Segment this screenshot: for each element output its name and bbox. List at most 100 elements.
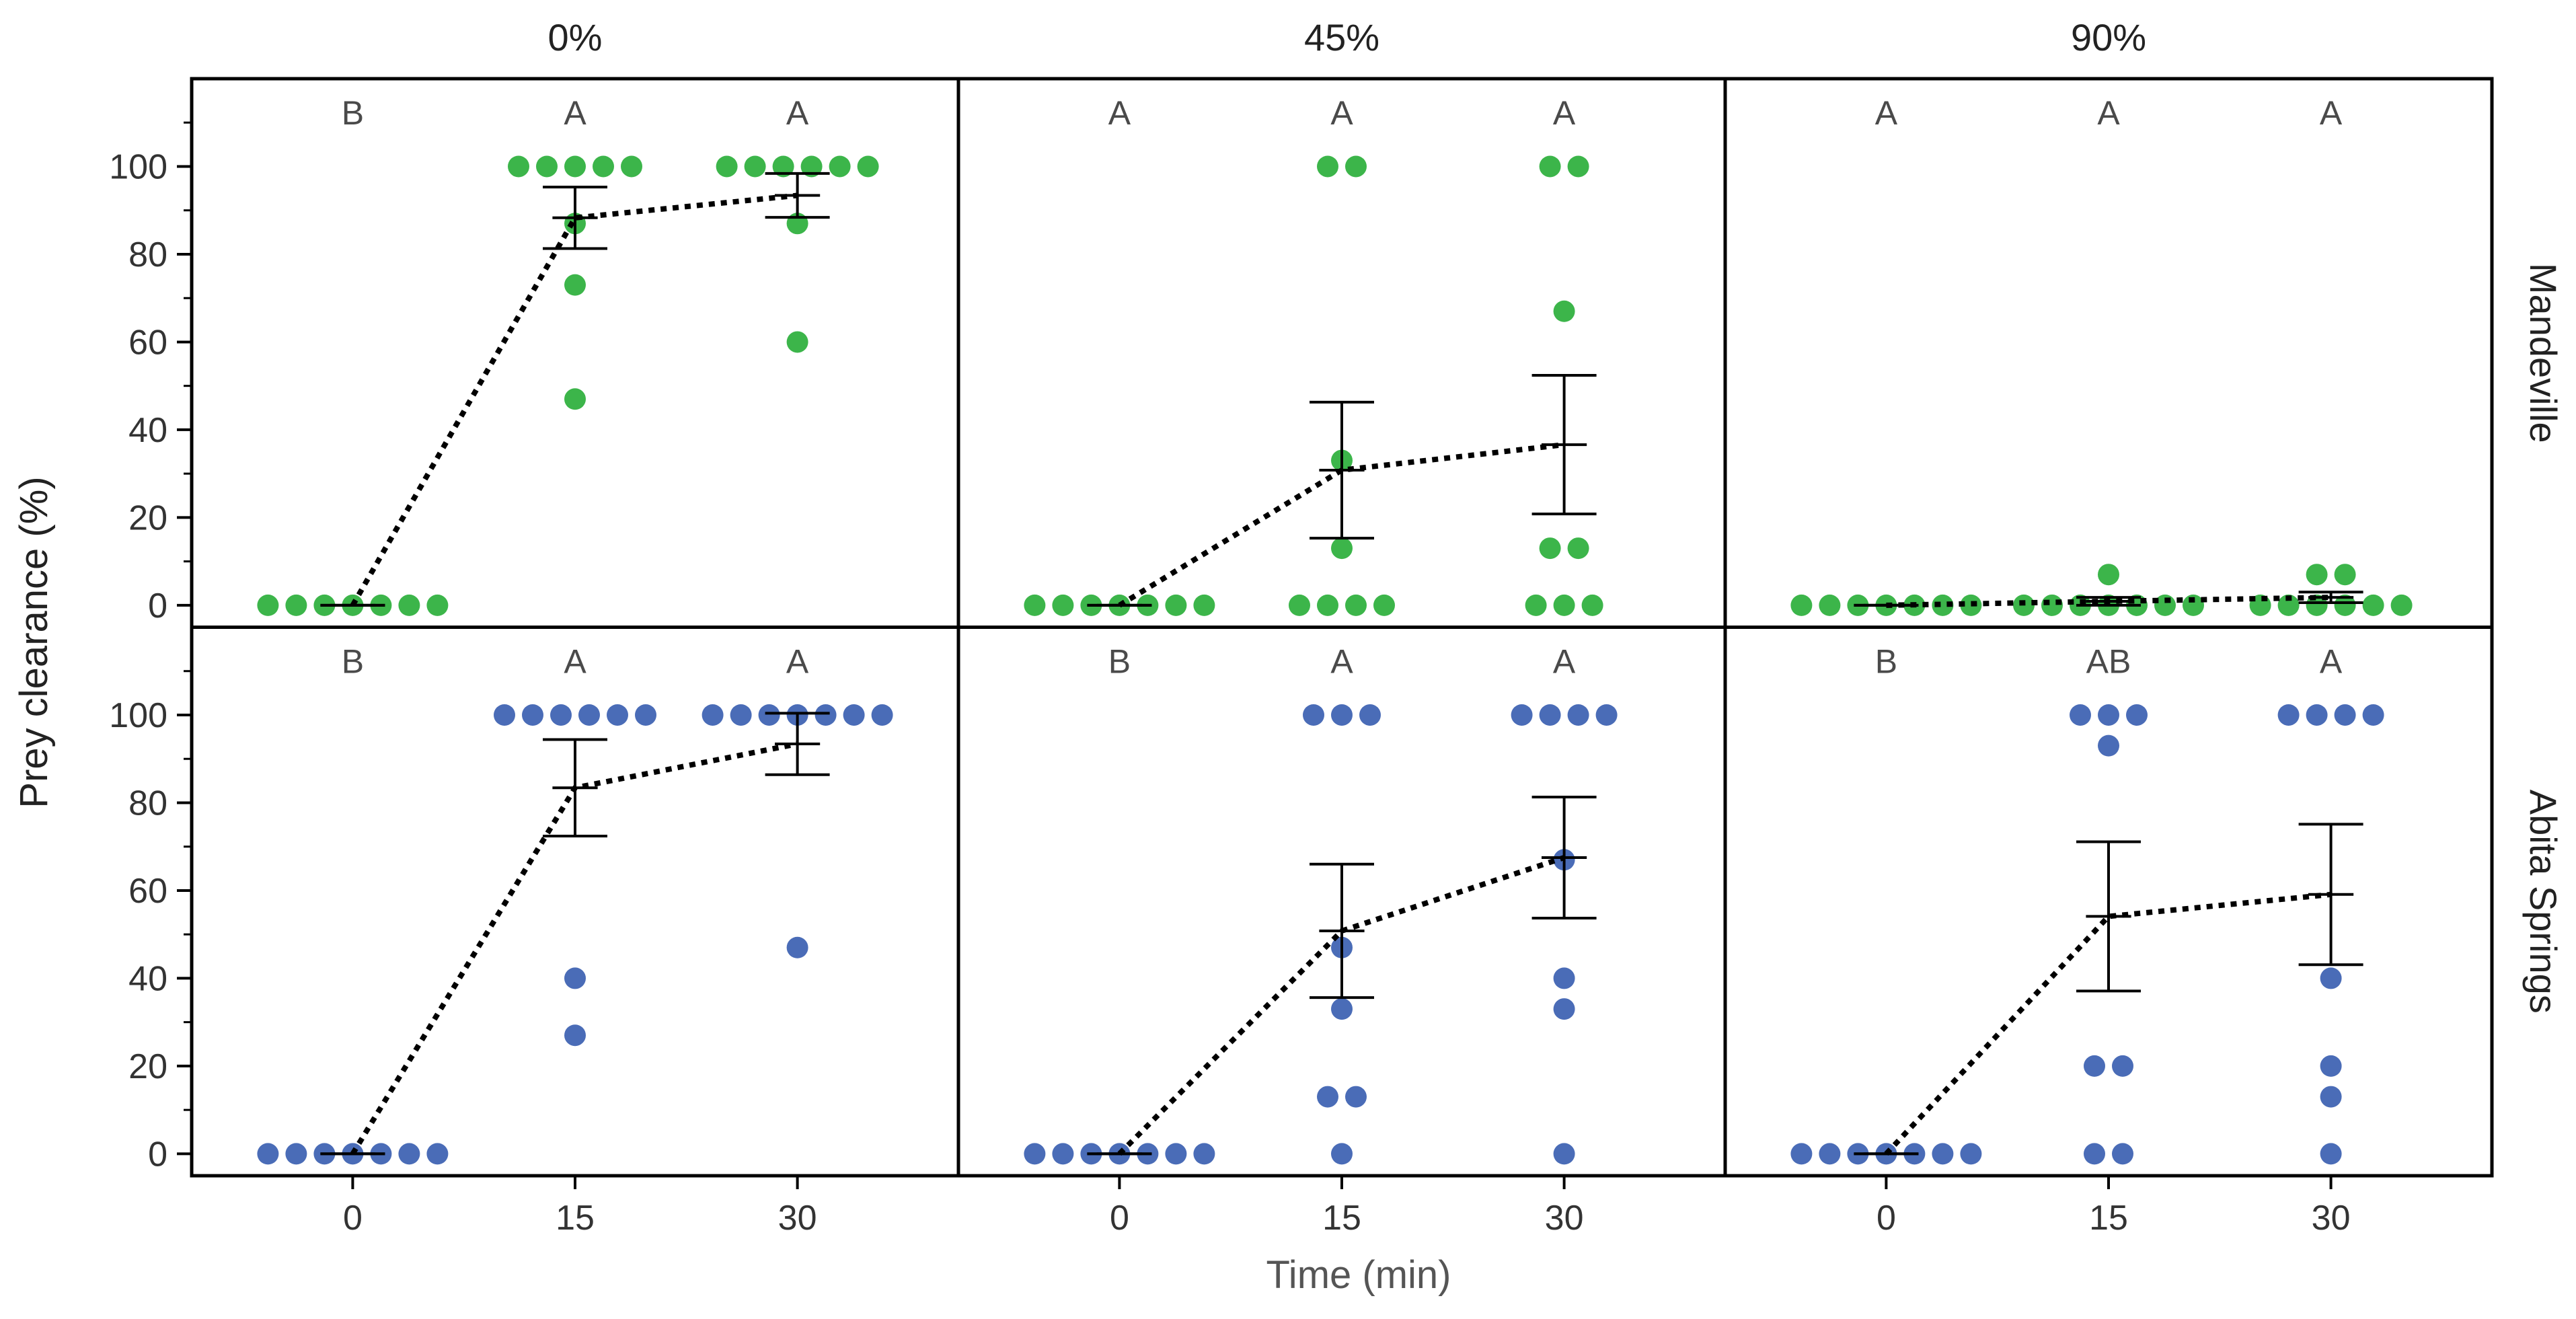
- data-point: [1553, 1143, 1575, 1165]
- data-point: [786, 936, 808, 958]
- data-point: [1790, 1143, 1813, 1165]
- data-point: [1960, 594, 1982, 616]
- data-point: [635, 704, 656, 726]
- column-title: 45%: [1304, 16, 1379, 59]
- y-tick-label: 0: [148, 587, 167, 626]
- data-point: [786, 331, 808, 353]
- data-point: [578, 704, 600, 726]
- data-point: [730, 704, 752, 726]
- y-tick-label: 80: [128, 235, 167, 274]
- data-point: [607, 704, 628, 726]
- data-point: [1819, 1143, 1841, 1165]
- data-point: [564, 388, 586, 410]
- y-tick-label: 80: [128, 784, 167, 823]
- data-point: [716, 155, 738, 178]
- data-point: [2320, 1086, 2342, 1108]
- data-point: [285, 1143, 307, 1165]
- data-point: [1331, 998, 1353, 1020]
- data-point: [1553, 300, 1575, 322]
- significance-letter: A: [2320, 643, 2343, 681]
- significance-letter: A: [564, 643, 586, 681]
- y-tick-label: 60: [128, 323, 167, 362]
- y-tick-label: 40: [128, 411, 167, 450]
- data-point: [2306, 704, 2328, 726]
- data-point: [1317, 155, 1338, 178]
- y-tick-label: 100: [109, 696, 167, 735]
- data-point: [1567, 704, 1589, 726]
- data-point: [758, 704, 780, 726]
- x-tick-label: 15: [556, 1199, 595, 1238]
- significance-letter: A: [1330, 94, 1353, 132]
- data-point: [1331, 1143, 1353, 1165]
- data-point: [2362, 594, 2384, 616]
- data-point: [1539, 537, 1561, 560]
- significance-letter: A: [2320, 94, 2343, 132]
- data-point: [1525, 594, 1547, 616]
- data-point: [2362, 704, 2384, 726]
- data-point: [829, 155, 851, 178]
- significance-letter: A: [2097, 94, 2120, 132]
- y-tick-label: 20: [128, 1047, 167, 1086]
- data-point: [564, 1024, 586, 1047]
- column-title: 90%: [2071, 16, 2146, 59]
- significance-letter: A: [1330, 643, 1353, 681]
- data-point: [2098, 734, 2119, 757]
- data-point: [426, 1143, 449, 1165]
- data-point: [2112, 1055, 2133, 1077]
- data-point: [772, 155, 794, 178]
- y-tick-label: 0: [148, 1135, 167, 1174]
- data-point: [1567, 155, 1589, 178]
- data-point: [564, 155, 586, 178]
- significance-letter: A: [1553, 94, 1576, 132]
- data-point: [871, 704, 893, 726]
- data-point: [1331, 704, 1353, 726]
- significance-letter: B: [1875, 643, 1897, 681]
- data-point: [285, 594, 307, 616]
- data-point: [426, 594, 449, 616]
- x-tick-label: 30: [2312, 1199, 2351, 1238]
- y-tick-label: 40: [128, 959, 167, 998]
- data-point: [1345, 1086, 1367, 1108]
- data-point: [1819, 594, 1841, 616]
- data-point: [1024, 594, 1046, 616]
- data-point: [1359, 704, 1381, 726]
- data-point: [257, 1143, 279, 1165]
- data-point: [2390, 594, 2413, 616]
- x-tick-label: 15: [2089, 1199, 2128, 1238]
- data-point: [1539, 155, 1561, 178]
- data-point: [2320, 967, 2342, 989]
- significance-letter: A: [564, 94, 586, 132]
- significance-letter: A: [786, 94, 809, 132]
- data-point: [2098, 564, 2119, 586]
- data-point: [1303, 704, 1324, 726]
- row-title: Mandeville: [2522, 263, 2565, 443]
- data-point: [1317, 594, 1338, 616]
- data-point: [843, 704, 865, 726]
- mean-line: [1884, 891, 2331, 1156]
- data-point: [857, 155, 879, 178]
- data-point: [815, 704, 837, 726]
- data-point: [1317, 1086, 1338, 1108]
- data-point: [1960, 1143, 1982, 1165]
- column-title: 0%: [548, 16, 603, 59]
- data-point: [2183, 594, 2204, 616]
- data-point: [2070, 704, 2091, 726]
- panel: B AB A: [1790, 643, 2384, 1165]
- x-axis: 0 15 30 0 15 30 0 15 30: [343, 1176, 2351, 1238]
- panels: B A A A A A A A AB A A B A A B AB A: [257, 94, 2413, 1165]
- significance-letter: A: [786, 643, 809, 681]
- data-point: [744, 155, 766, 178]
- data-point: [2306, 564, 2328, 586]
- data-point: [1932, 1143, 1954, 1165]
- data-point: [593, 155, 614, 178]
- data-point: [564, 274, 586, 296]
- data-point: [621, 155, 642, 178]
- x-axis-title: Time (min): [1266, 1253, 1451, 1297]
- significance-letter: B: [342, 94, 364, 132]
- data-point: [550, 704, 572, 726]
- data-point: [1581, 594, 1603, 616]
- data-point: [1193, 1143, 1215, 1165]
